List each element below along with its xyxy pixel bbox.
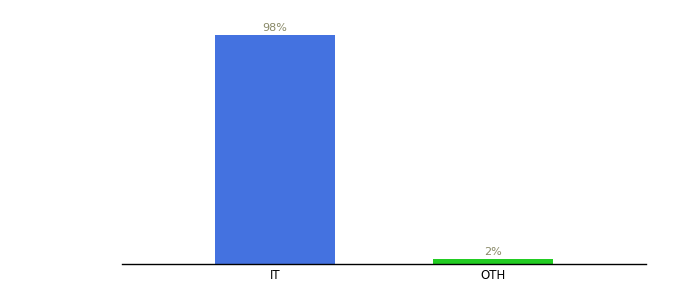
- Bar: [215, 35, 335, 264]
- Text: 2%: 2%: [484, 247, 502, 256]
- Bar: [433, 259, 554, 264]
- Text: 98%: 98%: [262, 22, 288, 32]
